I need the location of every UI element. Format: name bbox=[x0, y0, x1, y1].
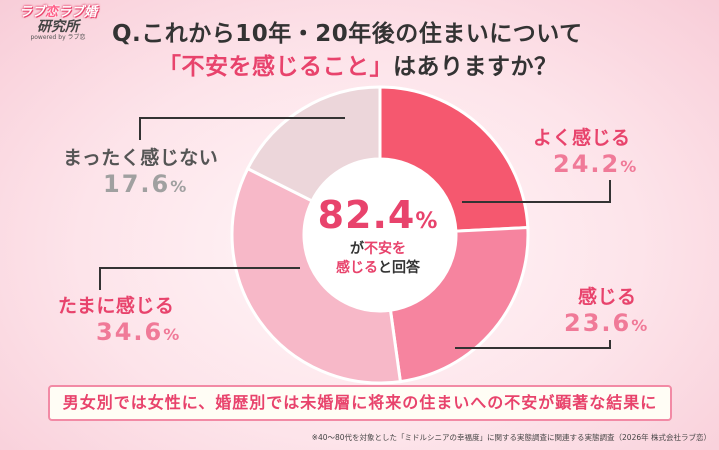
label-value: 24.2% bbox=[553, 150, 639, 178]
label-yoku-kanjiru: よく感じる 24.2% bbox=[533, 123, 638, 178]
logo-subtitle: 研究所 bbox=[37, 19, 79, 35]
label-mattaku-kanjinai: まったく感じない 17.6% bbox=[63, 143, 218, 198]
center-caption: が不安を 感じると回答 bbox=[336, 241, 420, 276]
donut-hole bbox=[305, 160, 455, 310]
slice-tamani-kanjiru bbox=[230, 166, 403, 385]
label-tamani-kanjiru: たまに感じる 34.6% bbox=[58, 291, 181, 346]
leader-tamani bbox=[99, 267, 300, 290]
label-value: 23.6% bbox=[564, 309, 650, 337]
question-line1: Q.これから10年・20年後の住まいについて bbox=[112, 21, 583, 47]
question-title: Q.これから10年・20年後の住まいについて 「不安を感じること」はありますか？ bbox=[112, 18, 652, 85]
leader-mattaku bbox=[139, 117, 345, 140]
summary-box: 男女別では女性に、婚歴別では未婚層に将来の住まいへの不安が顕著な結果に bbox=[48, 385, 672, 421]
label-name: よく感じる bbox=[533, 127, 631, 149]
slice-mattaku-kanjinai bbox=[245, 85, 382, 203]
leader-yoku bbox=[462, 180, 611, 203]
logo: ラブ恋ラブ婚 研究所 powered by ラブ恋 bbox=[10, 6, 106, 41]
label-value: 17.6% bbox=[103, 170, 189, 198]
logo-powered-by: powered by ラブ恋 bbox=[30, 34, 86, 41]
label-name: たまに感じる bbox=[58, 295, 175, 317]
footnote: ※40～80代を対象とした「ミドルシニアの幸福度」に関する実態調査に関連する実態… bbox=[311, 433, 711, 442]
label-name: 感じる bbox=[578, 286, 637, 308]
label-kanjiru: 感じる 23.6% bbox=[564, 282, 649, 337]
logo-title: ラブ恋ラブ婚 bbox=[18, 5, 98, 20]
slice-yoku-kanjiru bbox=[378, 85, 530, 233]
label-value: 34.6% bbox=[96, 318, 182, 346]
label-name: まったく感じない bbox=[63, 147, 219, 169]
question-highlight: 「不安を感じること」 bbox=[158, 54, 393, 81]
slice-kanjiru bbox=[388, 225, 530, 384]
question-line2: はありますか？ bbox=[393, 54, 558, 81]
center-summary: 82.4% が不安を 感じると回答 bbox=[298, 196, 458, 278]
leader-kanjiru bbox=[455, 340, 611, 349]
center-value: 82.4% bbox=[317, 193, 439, 237]
